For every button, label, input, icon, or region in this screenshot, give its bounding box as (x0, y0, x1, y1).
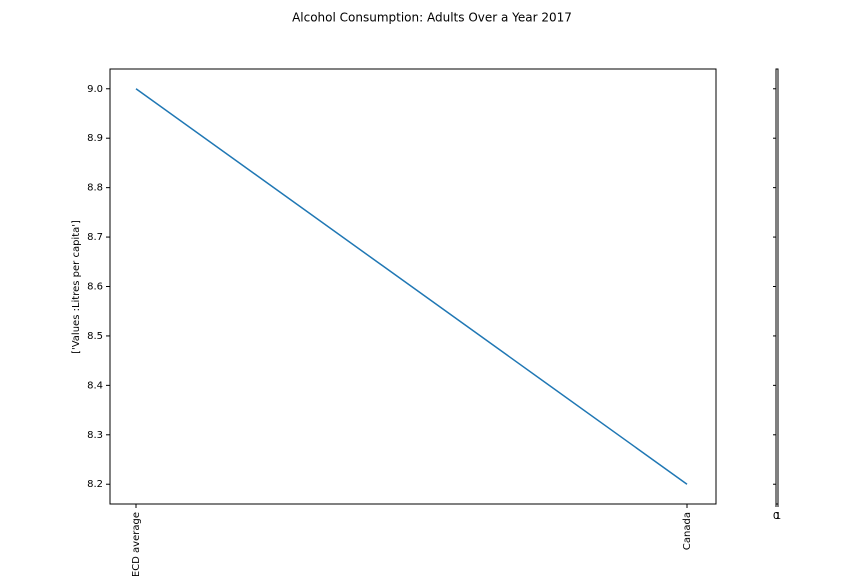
y-tick-label: 8.6 (87, 282, 103, 293)
y-axis-label: ['Values :Litres per capita'] (71, 220, 82, 354)
data-line (135, 88, 688, 485)
y-tick-label: 8.9 (87, 133, 103, 144)
y-tick-label: 8.7 (87, 232, 103, 243)
y-tick-label: 8.4 (87, 380, 103, 391)
y-tick-label: 8.5 (87, 331, 103, 342)
side-x-tick-label: 1 (775, 511, 781, 522)
side-x-tick-label: 0 (773, 511, 779, 522)
x-tick-label: Canada (682, 512, 693, 550)
y-tick-label: 9.0 (87, 84, 103, 95)
y-tick-label: 8.8 (87, 183, 103, 194)
x-tick-label: OECD average (131, 512, 142, 576)
y-tick-label: 8.2 (87, 479, 103, 490)
chart-title: Alcohol Consumption: Adults Over a Year … (292, 11, 572, 25)
y-tick-label: 8.3 (87, 430, 103, 441)
